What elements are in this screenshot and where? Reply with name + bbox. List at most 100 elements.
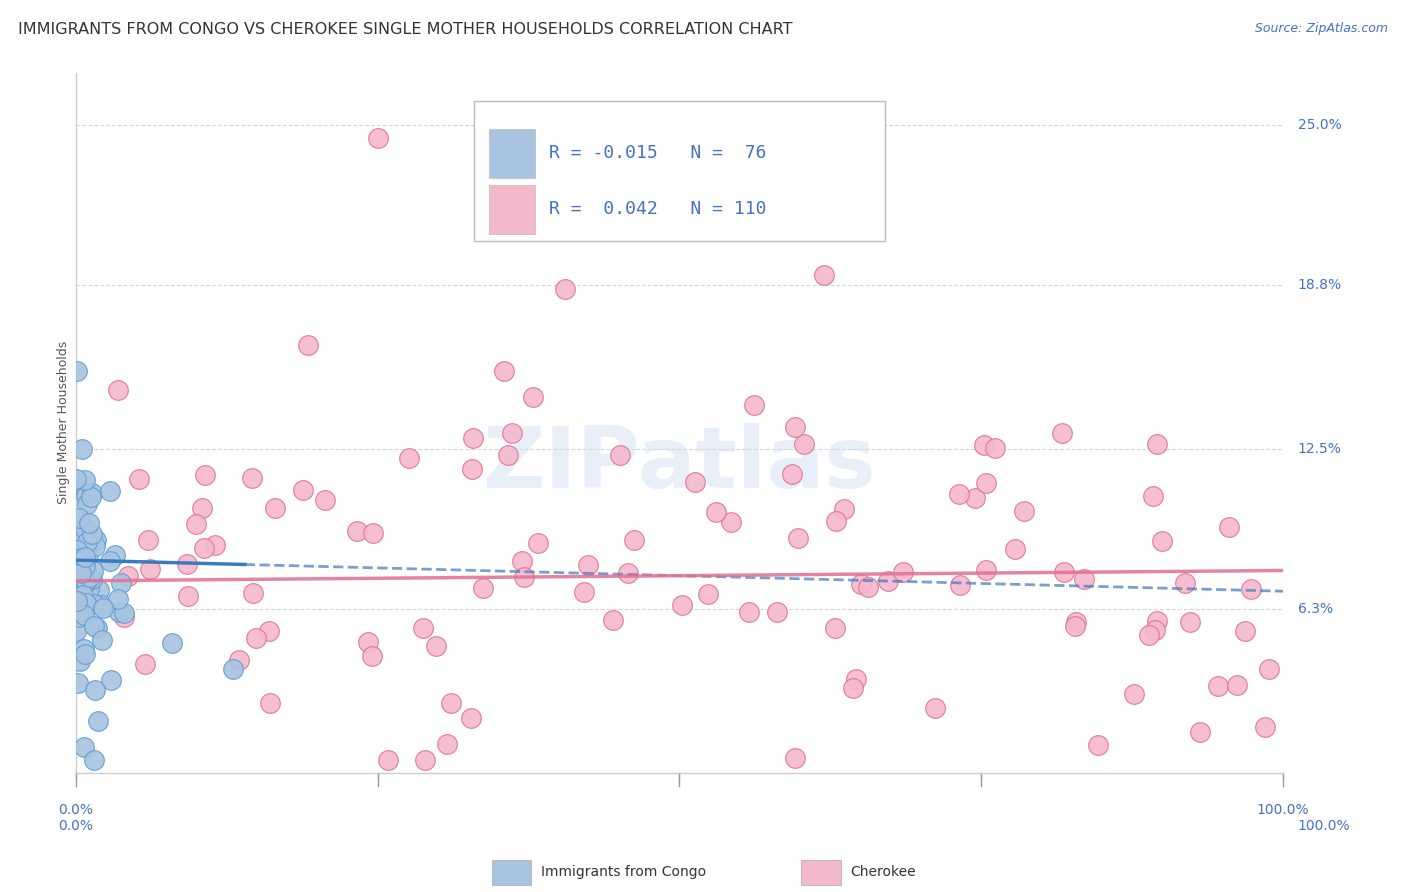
Y-axis label: Single Mother Households: Single Mother Households bbox=[58, 341, 70, 504]
Point bbox=[98, 554, 121, 568]
Point bbox=[80, 490, 103, 504]
Point bbox=[72, 562, 94, 576]
Point bbox=[73, 648, 96, 662]
Point bbox=[824, 621, 846, 635]
Point bbox=[73, 561, 96, 575]
Point bbox=[512, 570, 534, 584]
Point bbox=[1064, 615, 1087, 629]
Point bbox=[974, 476, 997, 491]
Point bbox=[77, 516, 100, 531]
Point bbox=[100, 484, 122, 499]
Point bbox=[77, 582, 100, 597]
Point bbox=[72, 588, 94, 602]
Point bbox=[460, 462, 482, 476]
Point bbox=[1050, 426, 1073, 441]
Point bbox=[948, 487, 970, 501]
Text: 25.0%: 25.0% bbox=[1298, 118, 1341, 132]
Point bbox=[73, 641, 96, 656]
Point bbox=[72, 442, 94, 457]
Point bbox=[264, 500, 287, 515]
Point bbox=[367, 130, 389, 145]
Point bbox=[1174, 576, 1197, 591]
Point bbox=[398, 450, 420, 465]
Point bbox=[1188, 725, 1211, 739]
Point bbox=[574, 585, 596, 599]
Point bbox=[128, 472, 150, 486]
Point bbox=[1146, 437, 1168, 451]
Point bbox=[704, 505, 727, 519]
Point bbox=[974, 563, 997, 577]
Point bbox=[1178, 615, 1201, 630]
Point bbox=[436, 737, 458, 751]
Text: 100.0%: 100.0% bbox=[1298, 819, 1350, 833]
Point bbox=[136, 533, 159, 547]
Point bbox=[813, 268, 835, 282]
Point bbox=[73, 474, 96, 488]
Point bbox=[66, 587, 89, 601]
Point bbox=[697, 587, 720, 601]
Text: Source: ZipAtlas.com: Source: ZipAtlas.com bbox=[1254, 22, 1388, 36]
Point bbox=[554, 282, 576, 296]
Point bbox=[67, 609, 90, 624]
Point bbox=[112, 607, 135, 621]
Point bbox=[77, 549, 100, 563]
Point bbox=[1137, 628, 1160, 642]
Point bbox=[75, 596, 97, 610]
Text: 0.0%: 0.0% bbox=[58, 803, 93, 817]
Point bbox=[228, 653, 250, 667]
Point bbox=[510, 554, 533, 568]
Point bbox=[80, 572, 103, 586]
Point bbox=[73, 575, 96, 590]
Point bbox=[67, 511, 90, 525]
Point bbox=[65, 624, 87, 638]
Point bbox=[602, 613, 624, 627]
Point bbox=[70, 550, 93, 565]
Point bbox=[69, 582, 91, 597]
Point bbox=[76, 540, 98, 554]
Point bbox=[1225, 678, 1247, 692]
Text: IMMIGRANTS FROM CONGO VS CHEROKEE SINGLE MOTHER HOUSEHOLDS CORRELATION CHART: IMMIGRANTS FROM CONGO VS CHEROKEE SINGLE… bbox=[18, 22, 793, 37]
Point bbox=[82, 485, 104, 500]
Point bbox=[82, 564, 104, 578]
Point bbox=[242, 586, 264, 600]
Text: 12.5%: 12.5% bbox=[1298, 442, 1341, 456]
Point bbox=[65, 472, 87, 486]
Point bbox=[193, 541, 215, 555]
Point bbox=[91, 632, 114, 647]
Point bbox=[72, 552, 94, 566]
Point bbox=[783, 750, 806, 764]
Point bbox=[1254, 720, 1277, 734]
Point bbox=[297, 338, 319, 352]
Point bbox=[314, 492, 336, 507]
Point bbox=[766, 606, 789, 620]
Point bbox=[496, 448, 519, 462]
Point bbox=[66, 675, 89, 690]
Point bbox=[176, 589, 198, 603]
FancyBboxPatch shape bbox=[489, 129, 534, 178]
Point bbox=[983, 441, 1005, 455]
Point bbox=[471, 581, 494, 595]
Point bbox=[1146, 615, 1168, 629]
Point bbox=[492, 364, 515, 378]
Point bbox=[69, 588, 91, 602]
Point bbox=[84, 539, 107, 553]
Point bbox=[70, 566, 93, 581]
Point bbox=[69, 565, 91, 579]
Point bbox=[75, 522, 97, 536]
Point bbox=[139, 561, 162, 575]
Point bbox=[194, 467, 217, 482]
Point bbox=[891, 565, 914, 579]
Point bbox=[70, 604, 93, 618]
Point bbox=[460, 711, 482, 725]
Point bbox=[176, 558, 198, 572]
Point bbox=[361, 526, 384, 541]
Point bbox=[461, 431, 484, 445]
Point bbox=[107, 591, 129, 606]
Text: 18.8%: 18.8% bbox=[1298, 278, 1341, 293]
Point bbox=[578, 558, 600, 572]
Point bbox=[501, 426, 523, 441]
Point bbox=[845, 672, 868, 686]
Point bbox=[782, 467, 804, 482]
Point bbox=[842, 681, 865, 696]
Point bbox=[204, 538, 226, 552]
